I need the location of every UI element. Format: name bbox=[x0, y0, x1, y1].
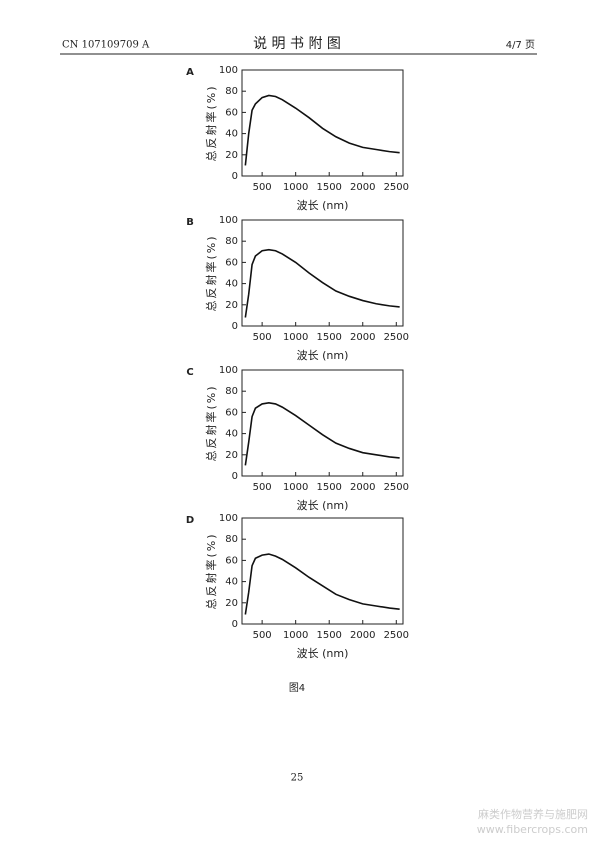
plot-frame bbox=[241, 517, 404, 625]
watermark: 麻类作物营养与施肥网 bbox=[478, 807, 588, 821]
x-tick-label: 2000 bbox=[350, 630, 375, 641]
page-count: 4/7 页 bbox=[506, 39, 535, 51]
y-tick-label: 0 bbox=[232, 471, 238, 482]
y-tick-label: 100 bbox=[219, 215, 238, 226]
panel-label: C bbox=[186, 367, 193, 378]
y-tick-label: 0 bbox=[232, 171, 238, 182]
y-tick-label: 40 bbox=[225, 429, 238, 440]
panel-label: B bbox=[186, 217, 194, 228]
x-tick-label: 2500 bbox=[384, 482, 409, 493]
y-tick-label: 60 bbox=[225, 257, 238, 268]
x-tick-label: 1500 bbox=[316, 332, 341, 343]
line-series bbox=[244, 94, 400, 166]
y-tick-label: 40 bbox=[225, 279, 238, 290]
plot-frame bbox=[241, 369, 404, 477]
y-tick-label: 20 bbox=[225, 150, 238, 161]
figure-caption: 图4 bbox=[289, 682, 305, 694]
x-tick-label: 500 bbox=[253, 182, 272, 193]
y-tick-label: 20 bbox=[225, 598, 238, 609]
y-tick-label: 100 bbox=[219, 65, 238, 76]
x-tick-label: 2500 bbox=[384, 332, 409, 343]
y-tick-label: 60 bbox=[225, 407, 238, 418]
y-tick-label: 0 bbox=[232, 321, 238, 332]
y-tick-label: 100 bbox=[219, 513, 238, 524]
y-tick-label: 0 bbox=[232, 619, 238, 630]
x-tick-label: 2000 bbox=[350, 182, 375, 193]
y-tick-label: 40 bbox=[225, 577, 238, 588]
y-tick-label: 100 bbox=[219, 365, 238, 376]
y-tick-label: 60 bbox=[225, 107, 238, 118]
watermark: www.fibercrops.com bbox=[477, 823, 588, 836]
y-axis-label: 总反射率(%) bbox=[204, 234, 218, 311]
header-title: 说 明 书 附 图 bbox=[253, 36, 341, 52]
plot-frame bbox=[241, 69, 404, 177]
x-tick-label: 1000 bbox=[283, 482, 308, 493]
y-axis-label: 总反射率(%) bbox=[204, 84, 218, 161]
page-number: 25 bbox=[291, 773, 304, 784]
x-tick-label: 2500 bbox=[384, 630, 409, 641]
x-axis-label: 波长 (nm) bbox=[297, 499, 349, 512]
x-tick-label: 1500 bbox=[316, 630, 341, 641]
x-tick-label: 500 bbox=[253, 332, 272, 343]
x-tick-label: 1500 bbox=[316, 182, 341, 193]
y-tick-label: 80 bbox=[225, 86, 238, 97]
x-axis-label: 波长 (nm) bbox=[297, 647, 349, 660]
x-tick-label: 1000 bbox=[283, 332, 308, 343]
plot-frame bbox=[241, 219, 404, 327]
y-axis-label: 总反射率(%) bbox=[204, 532, 218, 609]
x-tick-label: 1500 bbox=[316, 482, 341, 493]
y-tick-label: 80 bbox=[225, 386, 238, 397]
x-tick-label: 500 bbox=[253, 630, 272, 641]
x-tick-label: 500 bbox=[253, 482, 272, 493]
y-axis-label: 总反射率(%) bbox=[204, 384, 218, 461]
y-tick-label: 80 bbox=[225, 534, 238, 545]
panel-label: A bbox=[186, 67, 194, 78]
x-tick-label: 1000 bbox=[283, 630, 308, 641]
panel-label: D bbox=[186, 515, 194, 526]
y-tick-label: 60 bbox=[225, 555, 238, 566]
y-tick-label: 80 bbox=[225, 236, 238, 247]
x-tick-label: 2500 bbox=[384, 182, 409, 193]
line-series bbox=[244, 402, 400, 466]
y-tick-label: 20 bbox=[225, 300, 238, 311]
x-tick-label: 2000 bbox=[350, 332, 375, 343]
y-tick-label: 20 bbox=[225, 450, 238, 461]
y-tick-label: 40 bbox=[225, 129, 238, 140]
line-series bbox=[244, 553, 400, 615]
x-axis-label: 波长 (nm) bbox=[297, 349, 349, 362]
x-tick-label: 1000 bbox=[283, 182, 308, 193]
patent-number: CN 107109709 A bbox=[62, 40, 150, 51]
x-axis-label: 波长 (nm) bbox=[297, 199, 349, 212]
line-series bbox=[244, 248, 400, 318]
x-tick-label: 2000 bbox=[350, 482, 375, 493]
